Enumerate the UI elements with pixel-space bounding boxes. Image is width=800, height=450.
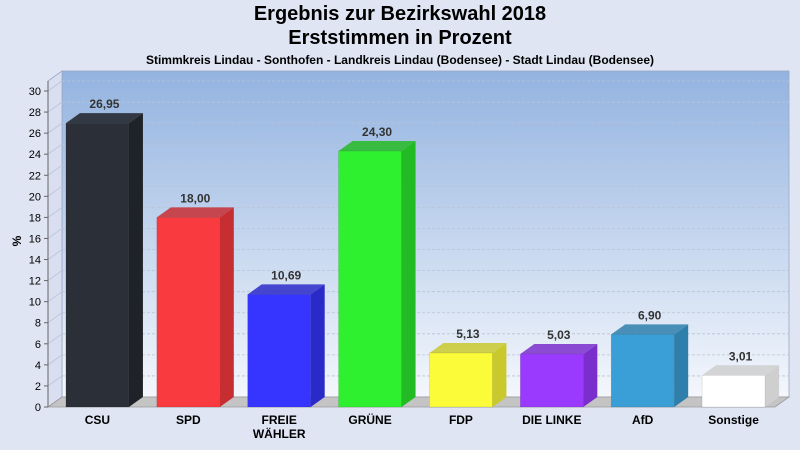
gridline-wall	[47, 143, 63, 155]
gridline-wall	[47, 228, 63, 239]
y-tick-label: 26	[29, 128, 41, 140]
chart-subtitle-region: Stimmkreis Lindau - Sonthofen - Landkrei…	[145, 53, 655, 67]
bar-side	[128, 113, 143, 408]
chart-title: Ergebnis zur Bezirkswahl 2018	[253, 3, 547, 25]
bar-top	[247, 284, 325, 295]
gridline-wall	[47, 80, 63, 92]
bar	[610, 334, 675, 408]
x-tick-label: CSU	[85, 413, 110, 427]
y-tick-label: 12	[29, 276, 41, 288]
x-tick-label: AfD	[632, 413, 654, 427]
x-tick-label: SPD	[176, 413, 201, 427]
y-tick-label: 2	[35, 381, 41, 393]
y-tick-label: 6	[35, 339, 41, 351]
y-axis-label: %	[10, 235, 24, 246]
gridline-wall	[47, 122, 63, 134]
bar-top	[338, 141, 416, 152]
bar	[701, 374, 766, 408]
data-label: 5,03	[547, 328, 571, 342]
bar-side	[310, 284, 325, 407]
gridline-wall	[47, 312, 63, 324]
y-tick-label: 4	[35, 360, 41, 372]
bar	[156, 217, 221, 408]
gridline-wall	[47, 354, 63, 366]
data-label: 5,13	[456, 327, 480, 341]
chart-subtitle: Erststimmen in Prozent	[288, 27, 512, 49]
bar-top	[65, 113, 143, 124]
bar-side	[765, 365, 780, 407]
x-tick-label: WÄHLER	[253, 426, 306, 441]
data-label: 18,00	[180, 191, 210, 205]
bar	[338, 150, 402, 408]
y-tick-label: 20	[29, 191, 41, 203]
bar	[247, 294, 311, 408]
x-tick-label: DIE LINKE	[522, 413, 581, 427]
y-tick-label: 24	[29, 149, 41, 161]
y-tick-label: 8	[35, 318, 41, 330]
gridline-wall	[47, 164, 63, 176]
bar-side	[401, 141, 416, 408]
bar	[65, 122, 130, 408]
gridline-wall	[47, 101, 63, 113]
data-label: 26,95	[89, 97, 119, 111]
gridline-wall	[47, 375, 63, 387]
bar-top	[611, 324, 689, 335]
bar	[520, 353, 584, 408]
x-tick-label: FDP	[449, 413, 473, 427]
bar-top	[702, 365, 780, 376]
bar-top	[520, 344, 598, 355]
gridline-wall	[47, 270, 63, 281]
bar-side	[583, 344, 598, 407]
y-tick-label: 10	[29, 297, 41, 309]
bar-side	[492, 342, 507, 407]
gridline-wall	[47, 291, 63, 302]
bar	[429, 352, 493, 408]
gridline-wall	[47, 249, 63, 260]
data-label: 6,90	[638, 308, 662, 322]
y-tick-label: 30	[29, 86, 41, 98]
y-tick-label: 18	[29, 212, 41, 224]
bar-top	[156, 207, 234, 218]
y-tick-label: 22	[29, 170, 41, 182]
data-label: 24,30	[362, 125, 392, 139]
x-tick-label: GRÜNE	[348, 412, 391, 427]
data-label: 10,69	[271, 268, 301, 282]
gridline-wall	[47, 333, 63, 345]
data-label: 3,01	[729, 349, 753, 363]
y-tick-label: 16	[29, 233, 41, 245]
y-tick-label: 0	[35, 402, 41, 414]
x-tick-label: Sonstige	[708, 413, 759, 427]
gridline-wall	[47, 207, 63, 218]
bar-side	[219, 207, 234, 407]
y-tick-label: 14	[29, 255, 41, 267]
bar-side	[674, 324, 689, 407]
gridline-wall	[47, 186, 63, 197]
x-tick-label: FREIE	[262, 413, 297, 427]
y-tick-label: 28	[29, 107, 41, 119]
bar-top	[429, 342, 507, 353]
